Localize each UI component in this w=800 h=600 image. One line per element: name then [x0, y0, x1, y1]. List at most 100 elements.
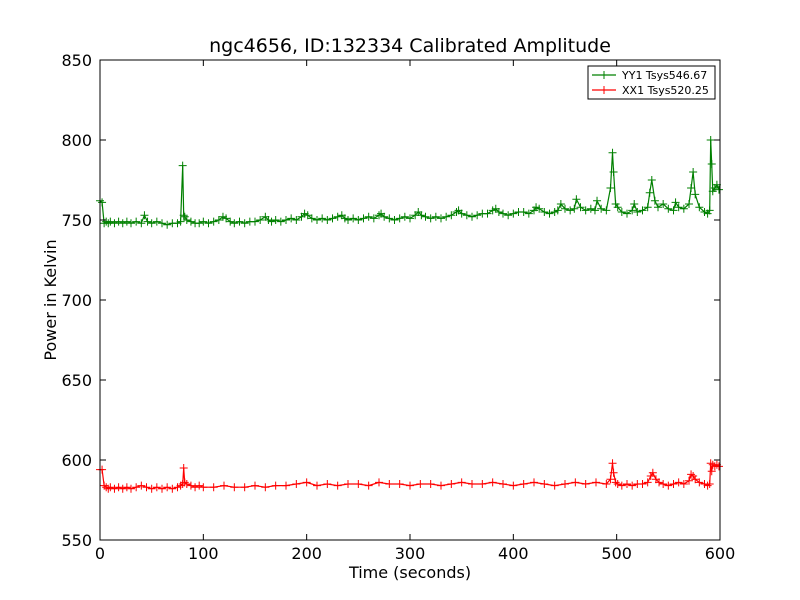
data-point: [390, 216, 399, 224]
data-point: [685, 476, 693, 485]
data-point: [132, 483, 141, 492]
data-point: [385, 480, 394, 488]
data-point: [110, 219, 119, 228]
data-point: [593, 196, 602, 205]
data-point: [114, 217, 123, 226]
data-point: [395, 480, 404, 488]
legend-marker: [600, 86, 608, 94]
legend-box: [587, 65, 716, 100]
data-point: [168, 484, 177, 493]
data-point: [271, 481, 280, 490]
data-point: [178, 161, 187, 170]
data-point: [647, 176, 656, 184]
data-point: [608, 148, 617, 157]
data-point: [606, 475, 615, 484]
data-point: [375, 478, 383, 487]
data-point: [437, 481, 445, 490]
data-point: [590, 206, 599, 215]
data-point: [630, 200, 639, 208]
data-point: [714, 185, 723, 194]
data-point: [261, 483, 270, 492]
data-point: [714, 462, 723, 471]
data-point: [98, 198, 107, 207]
data-point: [646, 472, 655, 480]
chart-title: ngc4656, ID:132334 Calibrated Amplitude: [209, 35, 611, 57]
data-point: [623, 209, 631, 218]
data-point: [691, 190, 700, 199]
y-tick-label: 850: [61, 51, 92, 70]
legend: YY1 Tsys546.67 XX1 Tsys520.25: [587, 65, 716, 100]
series-1: [96, 136, 723, 229]
data-point: [118, 484, 127, 493]
data-point: [307, 214, 316, 223]
data-point: [687, 184, 696, 192]
data-point: [344, 216, 352, 224]
data-point: [664, 204, 673, 213]
data-point: [140, 211, 149, 220]
data-point: [220, 481, 228, 490]
data-point: [152, 217, 161, 226]
data-point: [127, 484, 135, 493]
data-point: [106, 217, 115, 226]
data-point: [556, 200, 565, 208]
data-point: [707, 467, 716, 476]
data-point: [302, 478, 311, 487]
data-point: [303, 211, 312, 220]
data-point: [707, 160, 716, 168]
data-point: [163, 220, 172, 229]
data-point: [176, 217, 185, 226]
data-point: [287, 214, 296, 223]
data-point: [617, 481, 626, 490]
data-point: [572, 195, 581, 204]
data-point: [276, 217, 285, 226]
data-point: [132, 217, 141, 226]
data-point: [611, 478, 620, 487]
data-point: [550, 481, 559, 490]
data-point: [602, 206, 611, 215]
data-point: [664, 481, 673, 490]
data-point: [602, 480, 611, 488]
data-point: [654, 203, 662, 212]
data-point: [380, 212, 389, 221]
data-point: [282, 216, 290, 224]
data-point: [509, 481, 518, 490]
data-point: [659, 480, 668, 488]
data-point: [674, 203, 683, 212]
data-point: [695, 203, 704, 212]
data-point: [561, 480, 569, 488]
data-point: [191, 483, 200, 492]
data-point: [442, 212, 451, 221]
data-point: [623, 480, 631, 488]
data-point: [235, 217, 244, 226]
data-point: [127, 219, 135, 228]
y-tick-label: 700: [61, 291, 92, 310]
data-point: [483, 209, 492, 218]
data-point: [199, 217, 208, 226]
data-point: [251, 217, 259, 226]
data-point: [570, 204, 579, 213]
data-point: [561, 204, 569, 213]
data-point: [638, 480, 647, 488]
data-point: [504, 211, 513, 220]
data-point: [209, 217, 218, 226]
data-point: [204, 219, 213, 228]
data-point: [494, 208, 503, 216]
data-point: [106, 483, 115, 492]
data-point: [679, 204, 688, 213]
data-point: [400, 212, 409, 221]
data-point: [452, 208, 461, 216]
data-point: [592, 478, 600, 487]
data-point: [344, 480, 352, 488]
data-point: [633, 208, 642, 216]
data-point: [222, 214, 231, 223]
data-point: [354, 216, 363, 224]
data-point: [613, 480, 622, 488]
data-point: [519, 208, 528, 216]
x-axis-label: Time (seconds): [348, 563, 471, 582]
data-point: [608, 459, 617, 468]
y-tick-label: 550: [61, 531, 92, 550]
data-point: [581, 480, 590, 488]
data-point: [349, 214, 358, 223]
data-point: [152, 483, 161, 492]
